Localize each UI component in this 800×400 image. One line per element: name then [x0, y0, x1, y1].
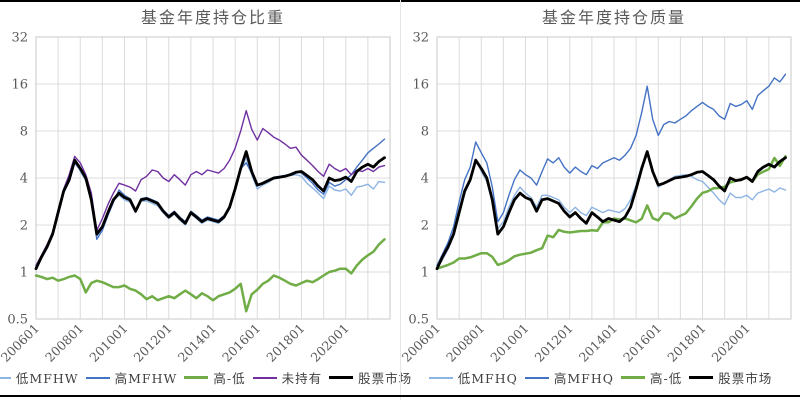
series-line-低MFHQ: [436, 152, 787, 270]
x-axis-tick-labels: 200601 200801 201001 201201 201401 201601 2018…: [401, 321, 753, 365]
legend-label: 高-低: [650, 371, 683, 386]
y-axis-tick-label: 4: [421, 172, 429, 187]
x-axis-tick-label: 201001: [487, 321, 531, 365]
legend-label: 未持有: [281, 371, 323, 386]
x-axis-tick-label: 201801: [263, 321, 307, 365]
y-axis-tick-label: 0.5: [7, 313, 28, 328]
legend-label: 高MFHW: [114, 371, 178, 386]
chart-title-weight: 基金年度持仓比重: [140, 8, 285, 27]
x-axis-tick-label: 202001: [308, 321, 352, 365]
plot-gridlines: [35, 36, 391, 320]
series-line-股票市场: [435, 150, 787, 271]
legend-label: 低MFHW: [15, 371, 79, 386]
y-axis-tick-label: 1: [20, 266, 28, 281]
legend-item-高-低: 高-低: [184, 368, 245, 387]
chart-legend-quality: 低MFHQ 高MFHQ 高-低 股票市场: [405, 368, 796, 387]
x-axis-tick-label: 201801: [664, 321, 708, 365]
y-axis-tick-label: 32: [11, 31, 28, 46]
y-axis-tick-label: 32: [412, 31, 429, 46]
x-axis-tick-label: 200801: [443, 321, 487, 365]
legend-item-高MFHQ: 高MFHQ: [524, 368, 614, 387]
legend-line-swatch: [428, 376, 453, 379]
y-axis-tick-labels: 32 16 8 4 2 1 0.5: [7, 31, 28, 328]
x-axis-tick-labels: 200601 200801 201001 201201 201401 201601 2018…: [0, 321, 352, 365]
chart-panel-holdings-quality: 基金年度持仓质量 32 16 8 4 2 1 0.5 200601 200801 201001 20…: [400, 0, 800, 400]
legend-item-股票市场: 股票市场: [329, 368, 412, 387]
legend-line-swatch: [524, 376, 549, 379]
legend-item-高MFHW: 高MFHW: [85, 368, 178, 387]
y-axis-tick-label: 1: [421, 266, 429, 281]
series-line-高MFHW: [35, 138, 386, 267]
y-axis-tick-label: 0.5: [408, 313, 429, 328]
y-axis-tick-label: 2: [421, 219, 429, 234]
series-line-低MFHW: [35, 156, 386, 270]
legend-line-swatch: [85, 376, 110, 379]
x-axis-tick-label: 201601: [620, 321, 664, 365]
series-line-高-低: [34, 238, 386, 313]
chart-title-quality: 基金年度持仓质量: [541, 8, 686, 27]
y-axis-tick-label: 8: [421, 125, 429, 140]
x-axis-tick-label: 202001: [709, 321, 753, 365]
y-axis-tick-label: 4: [20, 172, 28, 187]
bottom-rule: [0, 395, 800, 397]
plot-border: [35, 36, 391, 320]
legend-line-swatch: [0, 376, 11, 379]
legend-label: 高MFHQ: [553, 371, 614, 386]
legend-line-swatch: [621, 376, 645, 379]
legend-item-未持有: 未持有: [252, 368, 323, 387]
y-axis-tick-label: 2: [20, 219, 28, 234]
legend-item-低MFHW: 低MFHW: [0, 368, 79, 387]
y-axis-tick-label: 8: [20, 125, 28, 140]
y-axis-tick-labels: 32 16 8 4 2 1 0.5: [408, 31, 429, 328]
y-axis-tick-label: 16: [412, 78, 429, 93]
series-line-股票市场: [34, 150, 386, 271]
x-axis-tick-label: 200801: [42, 321, 86, 365]
legend-label: 股票市场: [718, 371, 773, 386]
x-axis-tick-label: 201001: [86, 321, 130, 365]
legend-item-低MFHQ: 低MFHQ: [428, 368, 518, 387]
legend-line-swatch: [252, 376, 277, 379]
legend-label: 股票市场: [358, 371, 413, 386]
legend-label: 高-低: [213, 371, 246, 386]
y-axis-tick-label: 16: [11, 78, 28, 93]
legend-item-股票市场: 股票市场: [689, 368, 772, 387]
chart-legend-weight: 低MFHW 高MFHW 高-低 未持有 股票市场: [0, 368, 411, 387]
x-axis-tick-label: 201201: [532, 321, 576, 365]
legend-line-swatch: [689, 376, 714, 379]
legend-line-swatch: [329, 376, 354, 379]
plot-border: [436, 36, 792, 320]
x-axis-tick-label: 201601: [219, 321, 263, 365]
series-line-高MFHQ: [436, 73, 787, 267]
chart-panel-holdings-weight: 基金年度持仓比重 32 16 8 4 2 1 0.5 200601 200801 201001 20…: [0, 0, 411, 400]
legend-label: 低MFHQ: [457, 371, 518, 386]
legend-item-高-低: 高-低: [621, 368, 682, 387]
x-axis-tick-label: 201401: [576, 321, 620, 365]
legend-line-swatch: [184, 376, 209, 379]
x-axis-tick-label: 201401: [175, 321, 219, 365]
x-axis-tick-label: 201201: [131, 321, 175, 365]
